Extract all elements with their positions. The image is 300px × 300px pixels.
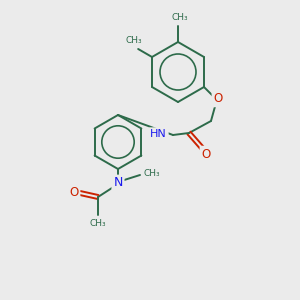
Text: CH₃: CH₃ bbox=[143, 169, 160, 178]
Text: CH₃: CH₃ bbox=[126, 36, 142, 45]
Text: HN: HN bbox=[150, 129, 167, 139]
Text: O: O bbox=[213, 92, 223, 106]
Text: CH₃: CH₃ bbox=[90, 219, 106, 228]
Text: O: O bbox=[69, 187, 79, 200]
Text: CH₃: CH₃ bbox=[172, 13, 188, 22]
Text: N: N bbox=[113, 176, 123, 190]
Text: O: O bbox=[201, 148, 211, 160]
